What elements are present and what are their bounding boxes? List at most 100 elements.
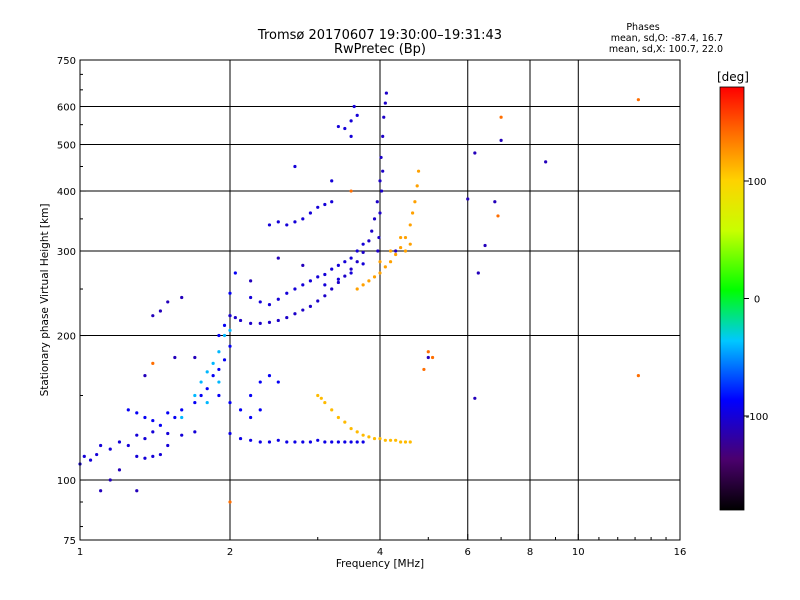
echo-point xyxy=(636,374,640,378)
colorbar-tick-label: -100 xyxy=(746,412,769,423)
echo-point xyxy=(336,280,340,285)
echo-point xyxy=(336,263,340,267)
echo-point xyxy=(217,350,221,354)
echo-point xyxy=(544,160,548,164)
echo-point xyxy=(349,440,353,444)
chart-subtitle: RwPretec (Bp) xyxy=(334,42,426,57)
echo-point xyxy=(493,200,497,204)
echo-point xyxy=(372,217,377,221)
echo-point xyxy=(330,267,334,271)
echo-point xyxy=(349,256,353,260)
echo-point xyxy=(343,274,347,278)
echo-point xyxy=(316,205,320,209)
echo-point xyxy=(473,396,477,400)
colorbar-tick-label: 100 xyxy=(747,177,766,188)
echo-point xyxy=(258,440,262,444)
echo-point xyxy=(378,271,382,275)
echo-point xyxy=(355,430,359,434)
echo-point xyxy=(117,440,122,444)
stats-heading: Phases xyxy=(626,22,659,33)
data-points xyxy=(78,91,640,504)
echo-point xyxy=(151,454,155,459)
echo-point xyxy=(308,304,313,309)
echo-point xyxy=(199,393,203,398)
echo-point xyxy=(349,426,353,431)
echo-point xyxy=(473,151,477,155)
y-tick-label: 75 xyxy=(63,536,76,547)
colorbar xyxy=(719,86,745,511)
stats-line-o: mean, sd,O: -87.4, 16.7 xyxy=(611,33,723,44)
echo-point xyxy=(293,440,297,444)
echo-point xyxy=(301,308,305,312)
echo-point xyxy=(249,393,253,398)
echo-point xyxy=(143,374,147,378)
echo-point xyxy=(166,411,170,415)
echo-point xyxy=(403,249,408,253)
echo-point xyxy=(367,279,371,283)
echo-point xyxy=(323,294,327,298)
echo-point xyxy=(383,438,387,442)
echo-point xyxy=(238,408,243,412)
echo-point xyxy=(228,431,232,436)
echo-point xyxy=(285,315,289,320)
echo-point xyxy=(323,202,327,207)
echo-point xyxy=(408,242,412,246)
echo-point xyxy=(293,220,297,224)
echo-point xyxy=(180,415,184,420)
echo-point xyxy=(158,452,163,457)
echo-point xyxy=(301,283,305,287)
echo-point xyxy=(403,235,408,240)
echo-point xyxy=(413,200,417,204)
echo-point xyxy=(258,321,262,325)
echo-point xyxy=(330,440,334,444)
y-tick-label: 200 xyxy=(57,332,76,343)
echo-point xyxy=(415,184,419,188)
echo-point xyxy=(276,220,280,224)
echo-point xyxy=(126,408,130,412)
echo-point xyxy=(499,115,503,119)
echo-point xyxy=(316,275,320,279)
echo-point xyxy=(143,436,147,441)
echo-point xyxy=(276,438,280,442)
echo-point xyxy=(228,291,232,295)
echo-point xyxy=(166,300,170,304)
echo-point xyxy=(258,408,262,412)
echo-point xyxy=(384,91,388,95)
echo-point xyxy=(336,277,340,281)
echo-point xyxy=(258,300,262,304)
echo-point xyxy=(151,361,155,365)
colorbar-tick-label: 0 xyxy=(754,295,760,306)
echo-point xyxy=(349,134,353,138)
echo-point xyxy=(228,314,232,318)
echo-point xyxy=(173,355,177,360)
echo-point xyxy=(377,235,381,240)
y-tick-label: 500 xyxy=(57,141,76,152)
echo-point xyxy=(380,189,384,193)
echo-point xyxy=(293,287,297,291)
echo-point xyxy=(193,393,197,398)
echo-point xyxy=(217,393,221,398)
echo-point xyxy=(99,489,103,493)
echo-point xyxy=(375,200,379,204)
y-tick-label: 400 xyxy=(57,187,76,198)
y-tick-label: 300 xyxy=(57,247,76,258)
echo-point xyxy=(117,468,122,472)
echo-point xyxy=(466,197,470,201)
echo-point xyxy=(249,279,253,283)
echo-point xyxy=(267,320,272,325)
echo-point xyxy=(422,367,426,372)
echo-point xyxy=(217,333,221,338)
echo-point xyxy=(222,323,227,327)
grid-lines xyxy=(80,60,680,540)
axis-ticks: 1 2 4 6 8 10 16 75 100 200 300 400 500 600 750 xyxy=(57,56,686,558)
echo-point xyxy=(143,415,147,420)
x-tick-label: 10 xyxy=(572,547,585,558)
echo-point xyxy=(496,214,500,218)
echo-point xyxy=(636,98,640,102)
echo-point xyxy=(228,328,232,332)
x-tick-label: 1 xyxy=(77,547,83,558)
echo-point xyxy=(330,287,334,291)
echo-point xyxy=(249,438,253,442)
echo-point xyxy=(410,211,415,215)
